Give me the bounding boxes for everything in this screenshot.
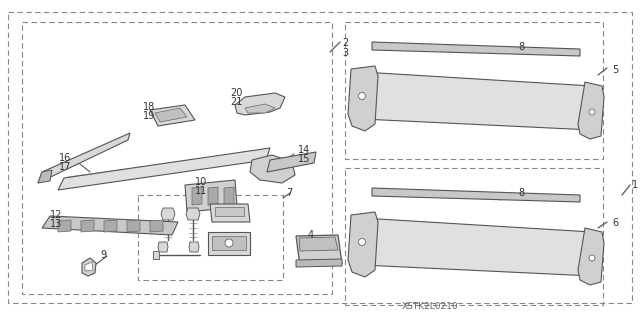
Text: 3: 3 xyxy=(342,48,348,58)
Polygon shape xyxy=(192,187,202,205)
Polygon shape xyxy=(215,207,244,216)
Polygon shape xyxy=(185,180,237,212)
Polygon shape xyxy=(210,204,250,222)
Ellipse shape xyxy=(358,93,365,100)
Polygon shape xyxy=(85,262,93,271)
Polygon shape xyxy=(161,208,175,220)
Polygon shape xyxy=(38,170,52,183)
Text: 11: 11 xyxy=(195,186,207,196)
Text: 17: 17 xyxy=(59,162,72,172)
Polygon shape xyxy=(58,148,270,190)
Text: 13: 13 xyxy=(50,219,62,229)
Ellipse shape xyxy=(358,239,365,246)
Text: 5: 5 xyxy=(612,65,618,75)
Polygon shape xyxy=(299,237,338,251)
Bar xyxy=(345,22,603,159)
Polygon shape xyxy=(296,259,342,267)
Text: 9: 9 xyxy=(100,250,106,260)
Polygon shape xyxy=(208,187,218,205)
Polygon shape xyxy=(42,216,178,235)
Polygon shape xyxy=(58,220,71,232)
Polygon shape xyxy=(245,104,275,113)
Text: 16: 16 xyxy=(59,153,71,163)
Polygon shape xyxy=(127,220,140,232)
Polygon shape xyxy=(224,187,234,205)
Text: 20: 20 xyxy=(230,88,243,98)
Bar xyxy=(138,195,283,280)
Text: 7: 7 xyxy=(286,188,292,198)
Polygon shape xyxy=(296,235,342,266)
Polygon shape xyxy=(81,220,94,232)
Text: 12: 12 xyxy=(50,210,62,220)
Polygon shape xyxy=(150,105,195,126)
Text: 8: 8 xyxy=(518,42,524,52)
Polygon shape xyxy=(212,236,246,250)
Text: 21: 21 xyxy=(230,97,243,107)
Text: 4: 4 xyxy=(308,230,314,240)
Polygon shape xyxy=(235,93,285,115)
Polygon shape xyxy=(372,188,580,202)
Text: 18: 18 xyxy=(143,102,156,112)
Bar xyxy=(22,22,332,294)
Text: 14: 14 xyxy=(298,145,310,155)
Polygon shape xyxy=(578,82,604,139)
Ellipse shape xyxy=(589,255,595,261)
Polygon shape xyxy=(186,208,200,220)
Text: 6: 6 xyxy=(612,218,618,228)
Polygon shape xyxy=(150,220,163,232)
Polygon shape xyxy=(250,155,295,183)
Polygon shape xyxy=(372,42,580,56)
Text: 10: 10 xyxy=(195,177,207,187)
Polygon shape xyxy=(267,152,316,172)
Text: 1: 1 xyxy=(632,180,638,190)
Ellipse shape xyxy=(589,109,595,115)
Ellipse shape xyxy=(225,239,233,247)
Text: 8: 8 xyxy=(518,188,524,198)
Polygon shape xyxy=(348,212,378,277)
Polygon shape xyxy=(158,242,168,252)
Polygon shape xyxy=(578,228,604,285)
Polygon shape xyxy=(208,232,250,255)
Polygon shape xyxy=(362,218,592,276)
Polygon shape xyxy=(348,66,378,131)
Polygon shape xyxy=(38,133,130,183)
Text: 19: 19 xyxy=(143,111,156,121)
Text: 2: 2 xyxy=(342,38,348,48)
Text: XSTK2L0210: XSTK2L0210 xyxy=(402,302,458,311)
Polygon shape xyxy=(153,251,159,259)
Polygon shape xyxy=(104,220,117,232)
Polygon shape xyxy=(189,242,199,252)
Polygon shape xyxy=(155,108,187,122)
Bar xyxy=(345,168,603,305)
Polygon shape xyxy=(362,72,592,130)
Polygon shape xyxy=(82,258,96,276)
Text: 15: 15 xyxy=(298,154,310,164)
